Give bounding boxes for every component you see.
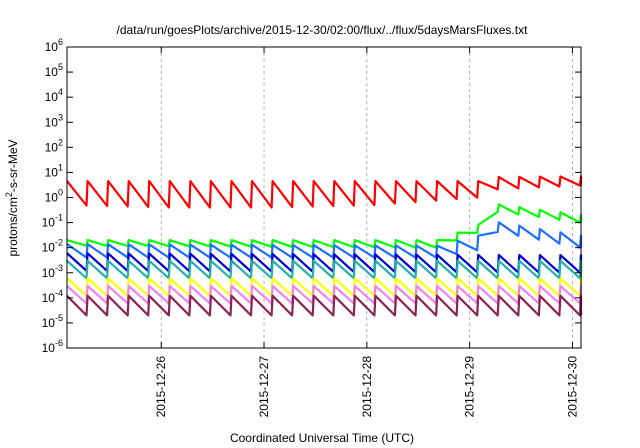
y-axis-label-prefix: protons/cm bbox=[6, 197, 20, 256]
series-line-4 bbox=[66, 259, 583, 280]
y-tick-exp: 6 bbox=[58, 37, 63, 47]
x-tick-label: 2015-12-29 bbox=[463, 356, 477, 418]
series-group bbox=[66, 175, 583, 317]
y-tick-exp: 5 bbox=[58, 62, 63, 72]
y-tick-exp: 0 bbox=[58, 188, 63, 198]
y-tick-label: 102 bbox=[45, 137, 63, 154]
x-tick-label: 2015-12-30 bbox=[565, 356, 579, 418]
y-tick-label: 101 bbox=[45, 162, 63, 179]
y-tick-base: 10 bbox=[45, 65, 59, 79]
y-axis-label-sup: 2 bbox=[4, 192, 14, 197]
y-tick-exp: -1 bbox=[55, 213, 63, 223]
y-tick-exp: 4 bbox=[58, 87, 63, 97]
y-tick-label: 103 bbox=[45, 112, 63, 129]
y-tick-base: 10 bbox=[45, 40, 59, 54]
x-axis-label: Coordinated Universal Time (UTC) bbox=[230, 431, 414, 445]
y-tick-exp: 2 bbox=[58, 137, 63, 147]
chart-title: /data/run/goesPlots/archive/2015-12-30/0… bbox=[117, 23, 529, 37]
series-line-0 bbox=[66, 175, 583, 209]
y-tick-label: 10-3 bbox=[42, 263, 63, 280]
series-line-5 bbox=[66, 277, 583, 297]
x-axis: 2015-12-26 2015-12-27 2015-12-28 2015-12-29… bbox=[154, 47, 579, 417]
y-tick-exp: 1 bbox=[58, 162, 63, 172]
y-tick-base: 10 bbox=[42, 241, 56, 255]
y-tick-label: 106 bbox=[45, 37, 63, 54]
plot-frame bbox=[66, 46, 582, 349]
y-tick-label: 105 bbox=[45, 62, 63, 79]
y-tick-base: 10 bbox=[42, 216, 56, 230]
y-axis-label-suffix: -s-sr-MeV bbox=[6, 139, 20, 192]
y-tick-label: 10-6 bbox=[42, 338, 63, 355]
y-tick-label: 10-1 bbox=[42, 213, 63, 230]
y-tick-base: 10 bbox=[45, 90, 59, 104]
y-tick-exp: -2 bbox=[55, 238, 63, 248]
y-tick-exp: -3 bbox=[55, 263, 63, 273]
series-line-7 bbox=[66, 294, 583, 317]
y-tick-exp: -5 bbox=[55, 313, 63, 323]
y-tick-label: 100 bbox=[45, 188, 63, 205]
y-tick-base: 10 bbox=[42, 266, 56, 280]
y-tick-label: 104 bbox=[45, 87, 63, 104]
series-line-2 bbox=[66, 221, 583, 259]
y-axis-label: protons/cm2-s-sr-MeV bbox=[4, 139, 20, 256]
y-tick-base: 10 bbox=[45, 115, 59, 129]
x-tick-label: 2015-12-27 bbox=[257, 356, 271, 418]
y-tick-label: 10-4 bbox=[42, 288, 63, 305]
y-tick-base: 10 bbox=[45, 165, 59, 179]
y-tick-label: 10-5 bbox=[42, 313, 63, 330]
series-line-1 bbox=[66, 203, 583, 249]
y-axis: 10-610-510-410-310-210-11001011021031041… bbox=[42, 37, 581, 355]
x-tick-label: 2015-12-26 bbox=[154, 356, 168, 418]
y-tick-base: 10 bbox=[42, 341, 56, 355]
y-tick-base: 10 bbox=[45, 191, 59, 205]
x-tick-label: 2015-12-28 bbox=[360, 356, 374, 418]
series-line-6 bbox=[66, 284, 583, 305]
y-tick-base: 10 bbox=[42, 316, 56, 330]
y-tick-base: 10 bbox=[42, 291, 56, 305]
y-tick-label: 10-2 bbox=[42, 238, 63, 255]
y-tick-exp: -4 bbox=[55, 288, 63, 298]
y-tick-base: 10 bbox=[45, 140, 59, 154]
y-tick-exp: -6 bbox=[55, 338, 63, 348]
y-tick-exp: 3 bbox=[58, 112, 63, 122]
